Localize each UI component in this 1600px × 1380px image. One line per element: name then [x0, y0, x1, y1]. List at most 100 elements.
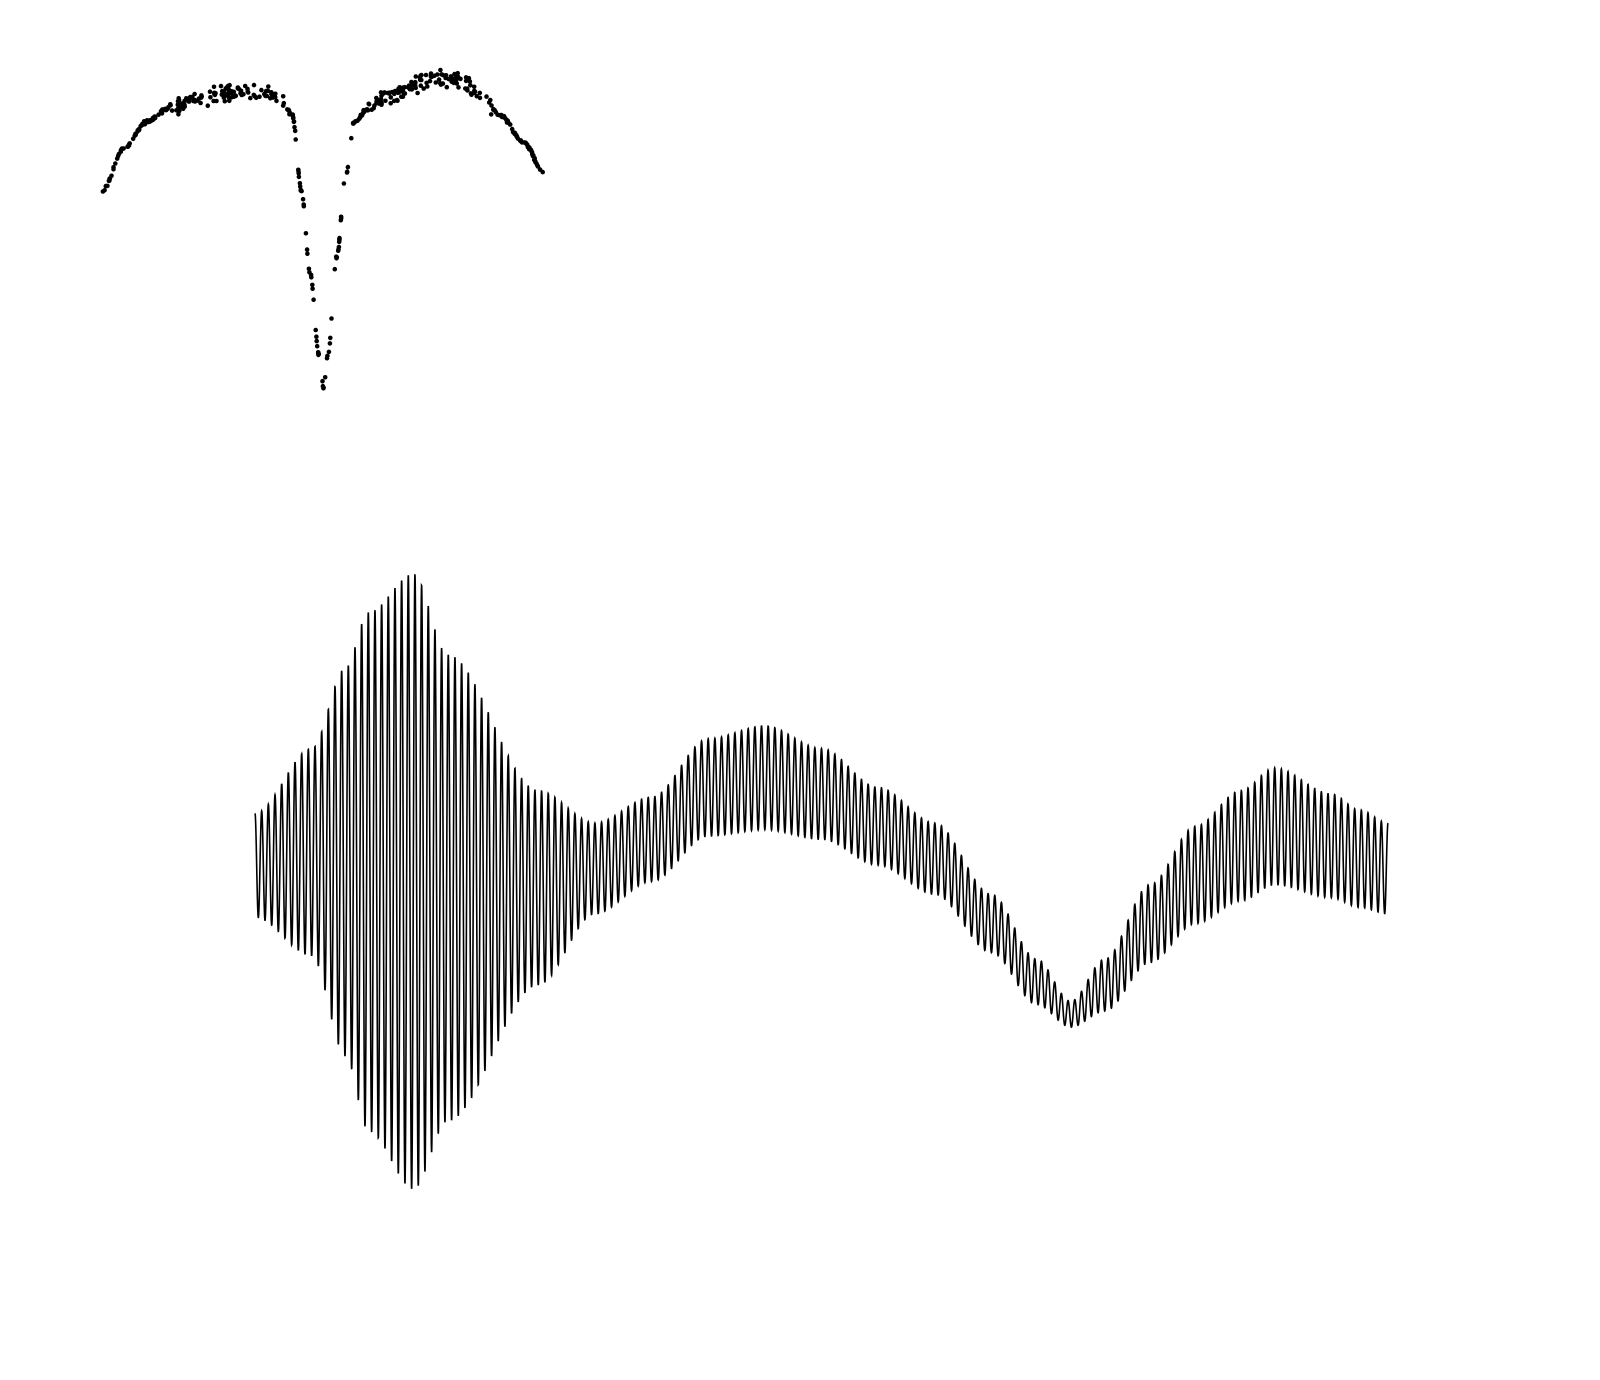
- scatter-point: [314, 338, 320, 344]
- scatter-point: [290, 116, 296, 121]
- scatter-point: [418, 73, 423, 78]
- scatter-point: [115, 153, 121, 159]
- scatter-point: [450, 77, 456, 83]
- scatter-point: [466, 75, 472, 81]
- scatter-point: [326, 349, 332, 355]
- scatter-point: [300, 196, 306, 202]
- scatter-point: [399, 94, 404, 99]
- scatter-point: [222, 98, 228, 104]
- scatter-point: [472, 89, 478, 95]
- scatter-point: [245, 90, 251, 95]
- scatter-point: [235, 85, 241, 90]
- scatter-point: [535, 164, 541, 169]
- scatter-point: [329, 316, 334, 321]
- scatter-point: [391, 98, 397, 104]
- scatter-point: [421, 86, 427, 91]
- scatter-point: [205, 103, 211, 108]
- scatter-point: [499, 113, 505, 119]
- scatter-point: [135, 128, 141, 133]
- scatter-point: [322, 375, 328, 380]
- scatter-point: [423, 72, 429, 78]
- scatter-point: [163, 106, 168, 112]
- scatter-point: [486, 100, 492, 105]
- scatter-point: [298, 188, 304, 193]
- scatter-point: [453, 73, 459, 79]
- scatter-point: [198, 100, 203, 106]
- scatter-point: [395, 90, 401, 96]
- scatter-point: [366, 101, 372, 107]
- scatter-point: [314, 343, 320, 349]
- scatter-point: [111, 166, 116, 172]
- scatter-point: [332, 266, 338, 272]
- scatter-point: [325, 353, 330, 359]
- scatter-point: [453, 78, 459, 83]
- scatter-point: [280, 94, 286, 99]
- scatter-point: [474, 93, 480, 99]
- scatter-point: [378, 100, 384, 105]
- scatter-point: [311, 297, 316, 303]
- scatter-point: [491, 107, 497, 112]
- scatter-point: [107, 176, 112, 181]
- scatter-point: [314, 334, 319, 340]
- scatter-point: [176, 112, 181, 117]
- scatter-point: [341, 181, 347, 186]
- scatter-point: [238, 91, 243, 96]
- scatter-point: [528, 147, 534, 152]
- scatter-point: [214, 98, 219, 104]
- scatter-point: [245, 86, 250, 92]
- scatter-point: [424, 80, 429, 86]
- scatter-point: [253, 95, 259, 101]
- scatter-point: [140, 122, 146, 127]
- scatter-point: [444, 84, 450, 90]
- scatter-point: [308, 272, 314, 278]
- scatter-point: [192, 97, 197, 103]
- scatter-point: [223, 86, 229, 91]
- scatter-point: [168, 102, 173, 107]
- scatter-point: [220, 91, 226, 96]
- scatter-point: [338, 214, 344, 220]
- scatter-point: [306, 266, 312, 272]
- scatter-point: [150, 115, 156, 121]
- scatter-point: [310, 282, 315, 288]
- scatter-point: [328, 335, 333, 341]
- waveform-plot: [254, 574, 1389, 1189]
- scatter-point: [523, 140, 528, 145]
- scatter-point: [316, 351, 322, 357]
- scatter-point: [399, 88, 404, 93]
- scatter-point: [433, 80, 439, 85]
- scatter-point: [248, 95, 253, 101]
- scatter-point: [531, 153, 536, 158]
- scatter-point: [469, 92, 474, 97]
- scatter-point: [484, 94, 489, 99]
- scatter-point: [229, 95, 234, 100]
- scatter-point: [402, 91, 408, 96]
- scatter-point: [465, 88, 470, 93]
- scatter-point: [336, 244, 342, 250]
- scatter-point: [304, 247, 310, 252]
- scatter-point: [488, 112, 494, 117]
- scatter-point: [504, 117, 509, 123]
- scatter-point: [405, 85, 411, 90]
- scatter-point: [335, 248, 341, 253]
- scatter-point: [182, 98, 187, 104]
- scatter-point: [296, 174, 302, 180]
- scatter-point: [133, 132, 138, 138]
- scatter-point: [350, 121, 356, 126]
- scatter-point: [269, 91, 274, 97]
- scatter-point: [227, 98, 232, 104]
- scatter-point: [182, 102, 187, 107]
- scatter-point: [388, 95, 394, 100]
- scatter-point: [301, 203, 307, 209]
- scatter-point: [100, 189, 106, 194]
- scatter-point: [113, 161, 118, 166]
- scatter-point: [419, 77, 424, 83]
- scatter-point: [519, 140, 525, 145]
- scatter-point: [514, 134, 520, 139]
- scatter-point: [310, 286, 315, 292]
- scatter-point: [344, 170, 350, 175]
- scatter-point: [507, 122, 513, 127]
- scatter-point: [297, 181, 303, 186]
- scatter-point: [266, 84, 271, 89]
- scatter-point: [262, 91, 267, 97]
